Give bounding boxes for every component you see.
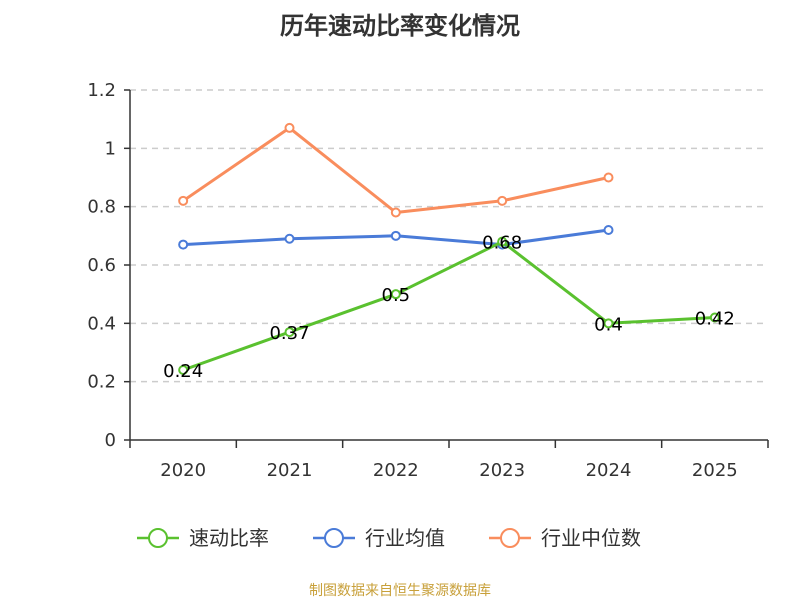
x-tick-label: 2023 [479, 460, 525, 481]
data-point [603, 225, 614, 235]
data-point [497, 236, 508, 247]
x-tick-label: 2020 [160, 460, 206, 481]
y-tick-label: 0.6 [87, 255, 116, 276]
data-point [178, 195, 189, 206]
series-group [178, 122, 720, 375]
x-tick-label: 2024 [586, 460, 632, 481]
data-label: 0.37 [269, 323, 309, 344]
data-point [178, 365, 189, 375]
data-point [178, 239, 189, 250]
data-label: 0.42 [695, 309, 735, 330]
legend-marker [324, 528, 344, 548]
data-point [603, 318, 614, 329]
y-tick-label: 0.2 [87, 372, 116, 393]
data-point [603, 172, 614, 183]
data-label: 0.5 [382, 285, 411, 306]
series-line [182, 126, 609, 214]
data-point [284, 233, 295, 244]
data-point [709, 312, 720, 323]
chart-title: 历年速动比率变化情况 [280, 12, 520, 40]
series-line [182, 240, 715, 372]
grid-lines [130, 89, 768, 383]
data-point [390, 207, 401, 218]
data-label: 0.68 [482, 233, 522, 254]
legend-label: 速动比率 [189, 526, 269, 550]
data-point [284, 122, 295, 133]
legend-marker [148, 528, 168, 548]
legend-marker [500, 528, 520, 548]
data-point [284, 327, 295, 338]
x-tick-label: 2021 [267, 460, 313, 481]
source-note: 制图数据来自恒生聚源数据库 [309, 583, 491, 599]
data-point [390, 230, 401, 241]
legend-label: 行业中位数 [541, 526, 641, 550]
y-tick-label: 1.2 [87, 80, 116, 101]
axes: 0 0.2 0.4 0.6 0.8 1 1.2 2020 2021 2022 2023 2024 202… [87, 80, 769, 481]
x-tick-label: 2022 [373, 460, 419, 481]
y-tick-label: 0.8 [87, 197, 116, 218]
data-label: 0.24 [163, 361, 203, 382]
legend: 速动比率 行业均值 行业中位数 [137, 526, 641, 550]
x-tick-label: 2025 [692, 460, 738, 481]
legend-label: 行业均值 [365, 526, 445, 550]
y-tick-label: 1 [105, 138, 116, 159]
data-labels: 0.24 0.37 0.5 0.68 0.4 0.42 [163, 233, 735, 382]
data-point [497, 195, 508, 206]
y-tick-label: 0 [105, 430, 116, 451]
data-label: 0.4 [594, 314, 623, 335]
y-tick-label: 0.4 [87, 313, 116, 334]
data-point [390, 289, 401, 300]
